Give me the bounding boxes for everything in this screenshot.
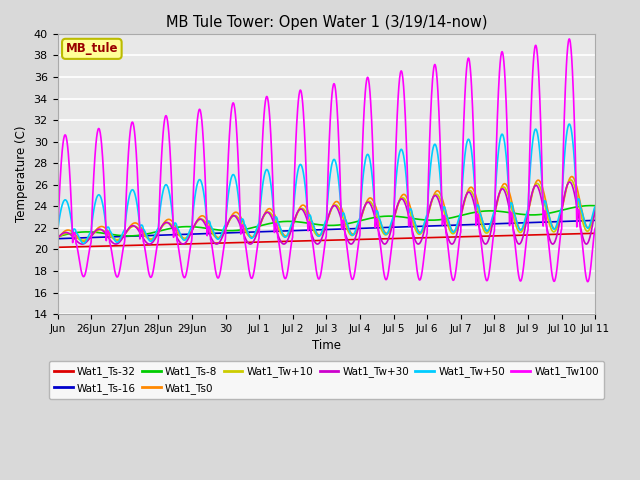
Text: MB_tule: MB_tule: [65, 42, 118, 55]
X-axis label: Time: Time: [312, 339, 341, 352]
Legend: Wat1_Ts-32, Wat1_Ts-16, Wat1_Ts-8, Wat1_Ts0, Wat1_Tw+10, Wat1_Tw+30, Wat1_Tw+50,: Wat1_Ts-32, Wat1_Ts-16, Wat1_Ts-8, Wat1_…: [49, 361, 604, 399]
Y-axis label: Temperature (C): Temperature (C): [15, 126, 28, 222]
Title: MB Tule Tower: Open Water 1 (3/19/14-now): MB Tule Tower: Open Water 1 (3/19/14-now…: [166, 15, 487, 30]
